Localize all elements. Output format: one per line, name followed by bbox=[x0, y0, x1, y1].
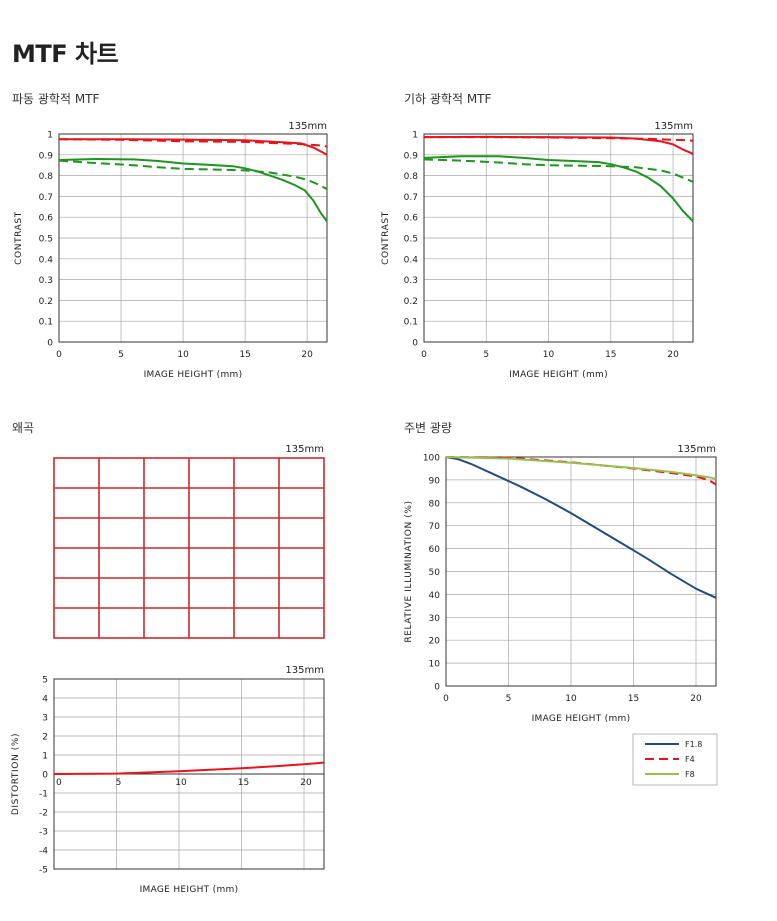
mtf-geometric-x-tick-label: 15 bbox=[605, 350, 616, 360]
distortion-y-tick-label: 0 bbox=[42, 771, 48, 781]
distortion-y-axis-label: DISTORTION (%) bbox=[11, 733, 21, 815]
mtf-diffraction-y-tick-label: 0.8 bbox=[39, 172, 54, 182]
vignetting-y-tick-label: 0 bbox=[434, 683, 440, 693]
distortion-y-tick-label: 3 bbox=[42, 714, 48, 724]
section-title-geometric-mtf: 기하 광학적 MTF bbox=[404, 92, 492, 106]
vignetting-y-tick-label: 30 bbox=[429, 614, 441, 624]
mtf-geometric-series-30-lp-mm-meridional bbox=[423, 158, 694, 183]
distortion-x-tick-label: 0 bbox=[56, 778, 62, 788]
vignetting-plot-frame bbox=[445, 456, 717, 687]
mtf-diffraction-plot-frame bbox=[58, 133, 328, 343]
mtf-geometric-y-tick-label: 0.6 bbox=[404, 214, 419, 224]
vignetting-x-tick-label: 5 bbox=[506, 694, 512, 704]
mtf-geometric-y-tick-label: 0.3 bbox=[404, 276, 418, 286]
mtf-geometric-y-axis-label: CONTRAST bbox=[381, 211, 391, 265]
vignetting-x-tick-label: 10 bbox=[565, 694, 577, 704]
vignetting-y-tick-label: 70 bbox=[429, 522, 441, 532]
mtf-diffraction-y-tick-label: 0.3 bbox=[39, 276, 53, 286]
mtf-geometric-x-tick-label: 10 bbox=[543, 350, 555, 360]
mtf-geometric-y-tick-label: 0.4 bbox=[404, 255, 419, 265]
page-title: MTF 차트 bbox=[12, 40, 119, 68]
distortion-y-tick-label: 2 bbox=[42, 733, 48, 743]
mtf-diffraction-y-tick-label: 0.9 bbox=[39, 151, 54, 161]
mtf-diffraction-y-tick-label: 0.2 bbox=[39, 297, 53, 307]
vignetting-y-tick-label: 40 bbox=[429, 591, 441, 601]
mtf-diffraction-y-tick-label: 0.7 bbox=[39, 193, 53, 203]
mtf-geometric-focal-length-label: 135mm bbox=[654, 121, 693, 132]
mtf-diffraction-x-tick-label: 15 bbox=[239, 350, 250, 360]
distortion-y-tick-label: 5 bbox=[42, 676, 48, 686]
mtf-geometric-y-tick-label: 0.9 bbox=[404, 151, 419, 161]
distortion-y-tick-label: 1 bbox=[42, 752, 48, 762]
mtf-geometric-y-tick-label: 0.2 bbox=[404, 297, 418, 307]
mtf-geometric-plot-frame bbox=[423, 133, 694, 343]
vignetting-y-tick-label: 90 bbox=[429, 476, 441, 486]
distortion-x-tick-label: 15 bbox=[238, 778, 249, 788]
vignetting-y-tick-label: 80 bbox=[429, 499, 441, 509]
section-title-vignetting: 주변 광량 bbox=[404, 421, 452, 435]
mtf-geometric-y-tick-label: 0 bbox=[412, 339, 418, 349]
mtf-geometric-series-10-lp-mm-meridional bbox=[424, 136, 694, 142]
mtf-geometric-y-tick-label: 0.8 bbox=[404, 172, 419, 182]
vignetting-x-tick-label: 20 bbox=[690, 694, 702, 704]
mtf-diffraction-y-tick-label: 0.5 bbox=[39, 235, 53, 245]
mtf-diffraction-y-tick-label: 0 bbox=[47, 339, 53, 349]
vignetting-y-axis-label: RELATIVE ILLUMINATION (%) bbox=[404, 500, 414, 642]
distortion-focal-length-label: 135mm bbox=[285, 665, 324, 676]
mtf-diffraction-series-30-lp-mm-meridional bbox=[58, 159, 328, 190]
distortion-y-tick-label: -4 bbox=[39, 847, 48, 857]
mtf-diffraction-x-tick-label: 20 bbox=[301, 350, 313, 360]
mtf-diffraction-x-axis-label: IMAGE HEIGHT (mm) bbox=[144, 370, 243, 380]
vignetting-y-tick-label: 60 bbox=[429, 545, 441, 555]
mtf-diffraction-focal-length-label: 135mm bbox=[288, 121, 327, 132]
distortion-x-tick-label: 10 bbox=[175, 778, 187, 788]
vignetting-series-f8 bbox=[445, 456, 717, 480]
mtf-diffraction-series-10-lp-mm-meridional bbox=[58, 138, 328, 148]
distortion-y-tick-label: -2 bbox=[39, 809, 48, 819]
vignetting-y-tick-label: 10 bbox=[429, 660, 441, 670]
distortion-y-tick-label: -5 bbox=[39, 866, 48, 876]
mtf-geometric-x-tick-label: 0 bbox=[421, 350, 427, 360]
distortion-series-distortion bbox=[53, 761, 325, 775]
mtf-diffraction-y-tick-label: 1 bbox=[47, 131, 53, 141]
mtf-geometric-x-tick-label: 5 bbox=[483, 350, 489, 360]
distortion-grid-focal-length-label: 135mm bbox=[285, 444, 324, 455]
vignetting-legend-label-f8: F8 bbox=[685, 770, 695, 779]
vignetting-legend-label-f4: F4 bbox=[685, 755, 695, 764]
mtf-geometric-x-axis-label: IMAGE HEIGHT (mm) bbox=[509, 370, 608, 380]
vignetting-y-tick-label: 100 bbox=[423, 454, 440, 464]
mtf-geometric-series-30-lp-mm-sagittal bbox=[423, 155, 694, 223]
vignetting-focal-length-label: 135mm bbox=[677, 444, 716, 455]
mtf-diffraction-x-tick-label: 10 bbox=[177, 350, 189, 360]
mtf-diffraction-y-tick-label: 0.6 bbox=[39, 214, 54, 224]
mtf-diffraction-x-tick-label: 5 bbox=[118, 350, 124, 360]
mtf-geometric-y-tick-label: 1 bbox=[412, 131, 418, 141]
mtf-diffraction-series-30-lp-mm-sagittal bbox=[58, 158, 328, 222]
mtf-diffraction-y-tick-label: 0.4 bbox=[39, 255, 54, 265]
section-title-distortion: 왜곡 bbox=[12, 421, 35, 435]
mtf-geometric-y-tick-label: 0.5 bbox=[404, 235, 418, 245]
vignetting-x-axis-label: IMAGE HEIGHT (mm) bbox=[532, 714, 631, 724]
distortion-y-tick-label: -3 bbox=[39, 828, 48, 838]
mtf-diffraction-x-tick-label: 0 bbox=[56, 350, 62, 360]
mtf-geometric-y-tick-label: 0.1 bbox=[404, 318, 418, 328]
distortion-y-tick-label: -1 bbox=[39, 790, 48, 800]
section-title-diffraction-mtf: 파동 광학적 MTF bbox=[12, 92, 100, 106]
distortion-x-tick-label: 20 bbox=[300, 778, 312, 788]
mtf-diffraction-y-axis-label: CONTRAST bbox=[14, 211, 24, 265]
vignetting-x-tick-label: 15 bbox=[628, 694, 639, 704]
vignetting-legend-label-f18: F1.8 bbox=[685, 740, 702, 749]
vignetting-x-tick-label: 0 bbox=[443, 694, 449, 704]
vignetting-series-f1-8 bbox=[445, 456, 717, 599]
distortion-x-axis-label: IMAGE HEIGHT (mm) bbox=[140, 885, 239, 895]
mtf-diffraction-y-tick-label: 0.1 bbox=[39, 318, 53, 328]
distortion-x-tick-label: 5 bbox=[116, 778, 122, 788]
mtf-geometric-x-tick-label: 20 bbox=[667, 350, 679, 360]
vignetting-y-tick-label: 50 bbox=[429, 568, 441, 578]
vignetting-y-tick-label: 20 bbox=[429, 637, 441, 647]
mtf-geometric-y-tick-label: 0.7 bbox=[404, 193, 418, 203]
distortion-y-tick-label: 4 bbox=[42, 695, 48, 705]
